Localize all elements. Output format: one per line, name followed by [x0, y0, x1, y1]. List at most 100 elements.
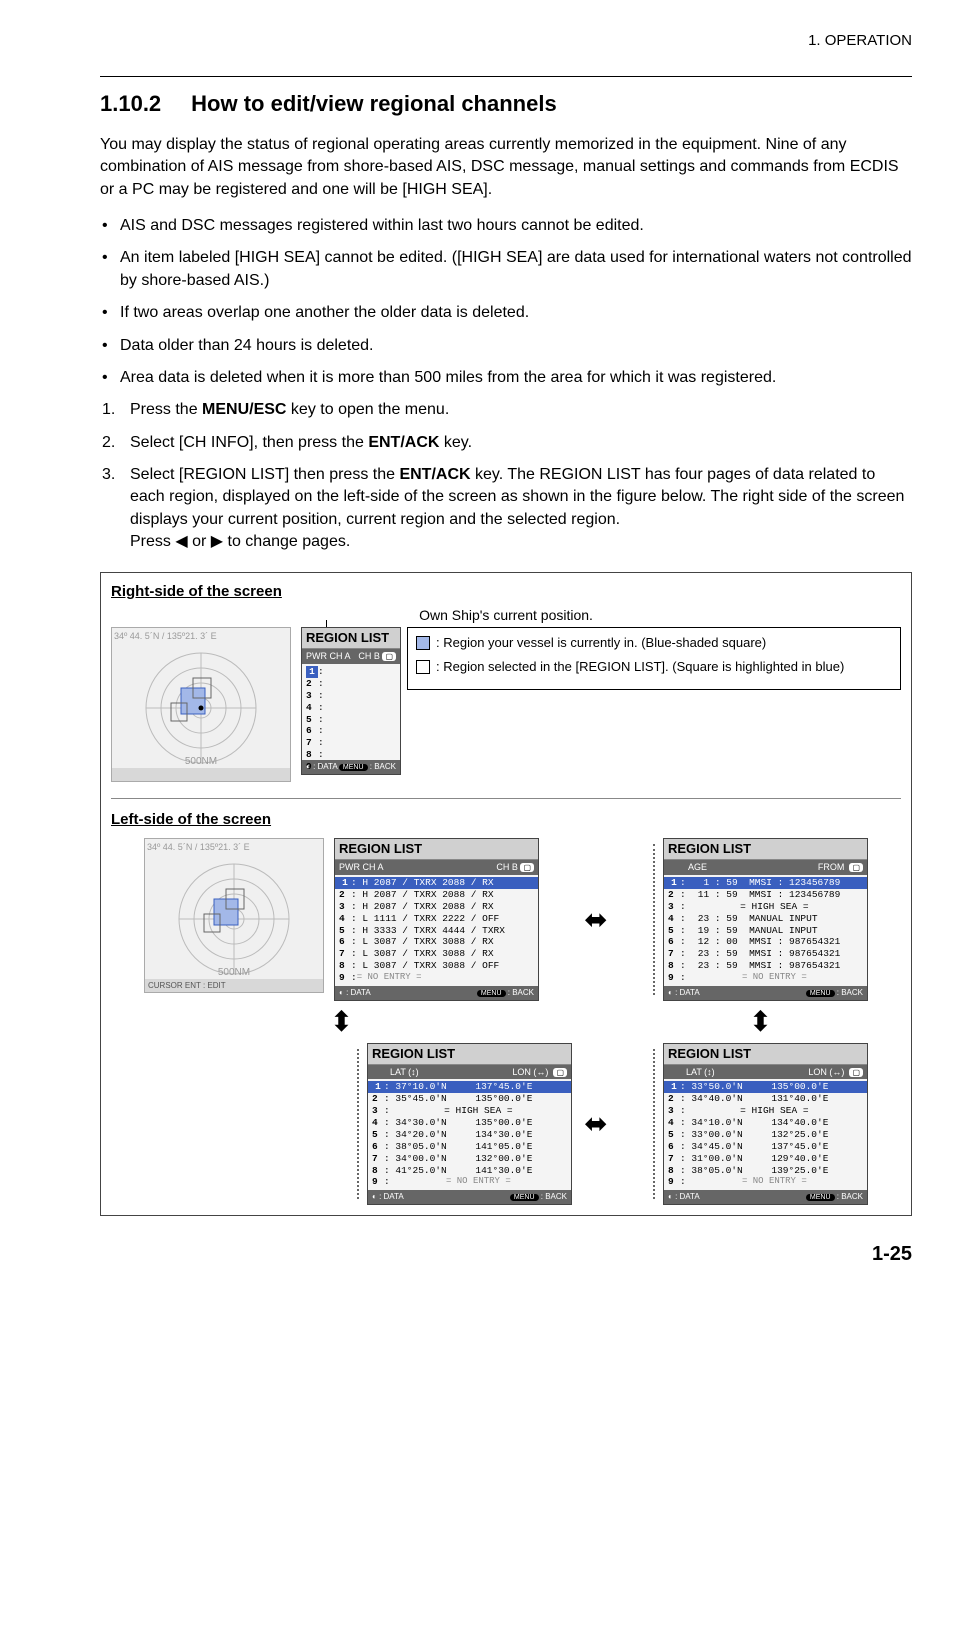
figure-divider — [111, 798, 901, 799]
radar-display-left: 34º 44. 5´N / 135º21. 3´ E 500NM CURSOR … — [144, 838, 324, 993]
lcd-row: 1: 1 : 59 MMSI : 123456789 — [664, 877, 867, 889]
radar-coordinates: 34º 44. 5´N / 135º21. 3´ E — [114, 631, 217, 641]
lcd-panel-latlon2: REGION LIST LAT (↕) LON (↔) ▢ 1: 33°50.0… — [663, 1043, 868, 1205]
chapter-reference: 1. OPERATION — [100, 30, 912, 51]
lcd-row: 5: H 3333 / TXRX 4444 / TXRX — [335, 925, 538, 937]
lcd-row: 2: H 2087 / TXRX 2088 / RX — [335, 889, 538, 901]
lcd-subheader: PWR CH A CH B ▢ — [335, 860, 538, 875]
lcd-footer: ◐ : DATA MENU : BACK — [368, 1190, 571, 1204]
legend-text-selected: : Region selected in the [REGION LIST]. … — [436, 658, 844, 676]
lcd-subheader: AGE FROM ▢ — [664, 860, 867, 875]
col-header-lon: LON (↔) — [512, 1067, 548, 1077]
radar-circles-icon — [131, 648, 271, 768]
lcd-subheader: LAT (↕) LON (↔) ▢ — [368, 1065, 571, 1080]
footer-back-label: : BACK — [370, 762, 396, 771]
radar-coordinates: 34º 44. 5´N / 135º21. 3´ E — [147, 842, 250, 852]
lcd-title: REGION LIST — [335, 839, 538, 860]
col-header-from: FROM — [818, 862, 845, 872]
radar-circles-icon — [164, 859, 304, 979]
bullet-item: Area data is deleted when it is more tha… — [100, 367, 912, 389]
lcd-row: 6: 38°05.0'N 141°05.0'E — [368, 1141, 571, 1153]
right-side-label: Right-side of the screen — [111, 581, 901, 602]
panel-age-wrap: REGION LIST AGE FROM ▢ 1: 1 : 59 MMSI : … — [653, 838, 868, 1000]
lcd-row: 3:= HIGH SEA = — [664, 1105, 867, 1117]
lcd-body-age: 1: 1 : 59 MMSI : 1234567892:11 : 59 MMSI… — [664, 875, 867, 986]
lcd-row: 2: 34°40.0'N 131°40.0'E — [664, 1093, 867, 1105]
lcd-row: 7: L 3087 / TXRX 3088 / RX — [335, 948, 538, 960]
empty-square-icon — [416, 660, 430, 674]
panel-latlon1-wrap: REGION LIST LAT (↕) LON (↔) ▢ 1: 37°10.0… — [357, 1043, 572, 1205]
lcd-subheader: PWR CH A CH B ▢ — [302, 649, 400, 664]
step-text: Select [REGION LIST] then press the — [130, 466, 399, 483]
lcd-row: 3:= HIGH SEA = — [664, 901, 867, 913]
footer-data-label: : DATA — [313, 762, 338, 771]
step-bold: ENT/ACK — [368, 434, 439, 451]
bullet-item: AIS and DSC messages registered within l… — [100, 215, 912, 237]
footer-data-label: : DATA — [346, 988, 371, 997]
step-text: Press the — [130, 401, 202, 418]
arrow-horizontal-icon: ⬌ — [584, 1104, 607, 1143]
lcd-title: REGION LIST — [302, 628, 400, 649]
menu-button-label: MENU — [477, 990, 506, 997]
bullet-list: AIS and DSC messages registered within l… — [100, 215, 912, 389]
lcd-footer: ◐ : DATA MENU : BACK — [302, 760, 400, 774]
step-list: Press the MENU/ESC key to open the menu.… — [100, 399, 912, 553]
step-extra-line: Press ◀ or ▶ to change pages. — [130, 533, 350, 550]
right-side-row: 34º 44. 5´N / 135º21. 3´ E 500NM — [111, 627, 901, 782]
footer-back-label: : BACK — [541, 1192, 567, 1201]
footer-data-label: : DATA — [675, 988, 700, 997]
step-item: Select [REGION LIST] then press the ENT/… — [100, 464, 912, 554]
section-heading: 1.10.2 How to edit/view regional channel… — [100, 89, 912, 120]
arrow-vertical-icon: ⬍ — [330, 1002, 353, 1041]
menu-button-label: MENU — [510, 1194, 539, 1201]
lcd-sub-right: CH B ▢ — [358, 650, 396, 663]
no-entry-row: 9:= NO ENTRY = — [368, 1176, 571, 1188]
menu-button-label: MENU — [339, 764, 368, 771]
lcd-row: 8: L 3087 / TXRX 3088 / OFF — [335, 960, 538, 972]
section-title: How to edit/view regional channels — [191, 89, 557, 120]
footer-back-label: : BACK — [837, 988, 863, 997]
lcd-row: 7: 31°00.0'N 129°40.0'E — [664, 1153, 867, 1165]
lcd-row: 4: 34°10.0'N 134°40.0'E — [664, 1117, 867, 1129]
lcd-row: 6:12 : 00 MMSI : 987654321 — [664, 936, 867, 948]
step-bold: ENT/ACK — [399, 466, 470, 483]
footer-data-label: : DATA — [675, 1192, 700, 1201]
page-number: 1-25 — [100, 1240, 912, 1268]
lcd-body-stub: 1: 2: 3: 4: 5: 6: 7: 8: 9: — [302, 664, 400, 760]
blue-square-icon — [416, 636, 430, 650]
step-item: Select [CH INFO], then press the ENT/ACK… — [100, 432, 912, 454]
figure-container: Right-side of the screen Own Ship's curr… — [100, 572, 912, 1217]
section-number: 1.10.2 — [100, 89, 161, 120]
col-header-lat: LAT (↕) — [372, 1066, 419, 1079]
bullet-item: If two areas overlap one another the old… — [100, 302, 912, 324]
lcd-panel-latlon1: REGION LIST LAT (↕) LON (↔) ▢ 1: 37°10.0… — [367, 1043, 572, 1205]
lcd-row: 6: 34°45.0'N 137°45.0'E — [664, 1141, 867, 1153]
lcd-panel-ch: REGION LIST PWR CH A CH B ▢ 1: H 2087 / … — [334, 838, 539, 1000]
step-text: Select [CH INFO], then press the — [130, 434, 368, 451]
lcd-panel-age: REGION LIST AGE FROM ▢ 1: 1 : 59 MMSI : … — [663, 838, 868, 1000]
lcd-footer: ◐ : DATA MENU : BACK — [664, 1190, 867, 1204]
lcd-footer: ◐ : DATA MENU : BACK — [335, 986, 538, 1000]
step-item: Press the MENU/ESC key to open the menu. — [100, 399, 912, 421]
no-entry-row: 9:= NO ENTRY = — [664, 972, 867, 984]
bullet-item: Data older than 24 hours is deleted. — [100, 335, 912, 357]
bullet-item: An item labeled [HIGH SEA] cannot be edi… — [100, 247, 912, 292]
col-header-lat: LAT (↕) — [668, 1066, 715, 1079]
lcd-footer: ◐ : DATA MENU : BACK — [664, 986, 867, 1000]
lcd-row: 7:23 : 59 MMSI : 987654321 — [664, 948, 867, 960]
lcd-row: 5: 34°20.0'N 134°30.0'E — [368, 1129, 571, 1141]
no-entry-row: = NO ENTRY = — [357, 972, 422, 984]
lcd-row: 1: H 2087 / TXRX 2088 / RX — [335, 877, 538, 889]
arrow-horizontal-icon: ⬌ — [584, 900, 607, 939]
lcd-sub-right: CH B — [496, 862, 518, 872]
radar-footer: CURSOR ENT : EDIT — [145, 979, 323, 992]
legend-row-current: : Region your vessel is currently in. (B… — [416, 634, 892, 652]
lcd-row: 4:23 : 59 MANUAL INPUT — [664, 913, 867, 925]
lcd-row: 8: 41°25.0'N 141°30.0'E — [368, 1165, 571, 1177]
divider-top — [100, 76, 912, 77]
footer-back-label: : BACK — [837, 1192, 863, 1201]
footer-back-label: : BACK — [508, 988, 534, 997]
col-header-lon: LON (↔) — [808, 1067, 844, 1077]
lcd-row: 6: L 3087 / TXRX 3088 / RX — [335, 936, 538, 948]
lcd-body-latlon1: 1: 37°10.0'N 137°45.0'E2: 35°45.0'N 135°… — [368, 1079, 571, 1190]
